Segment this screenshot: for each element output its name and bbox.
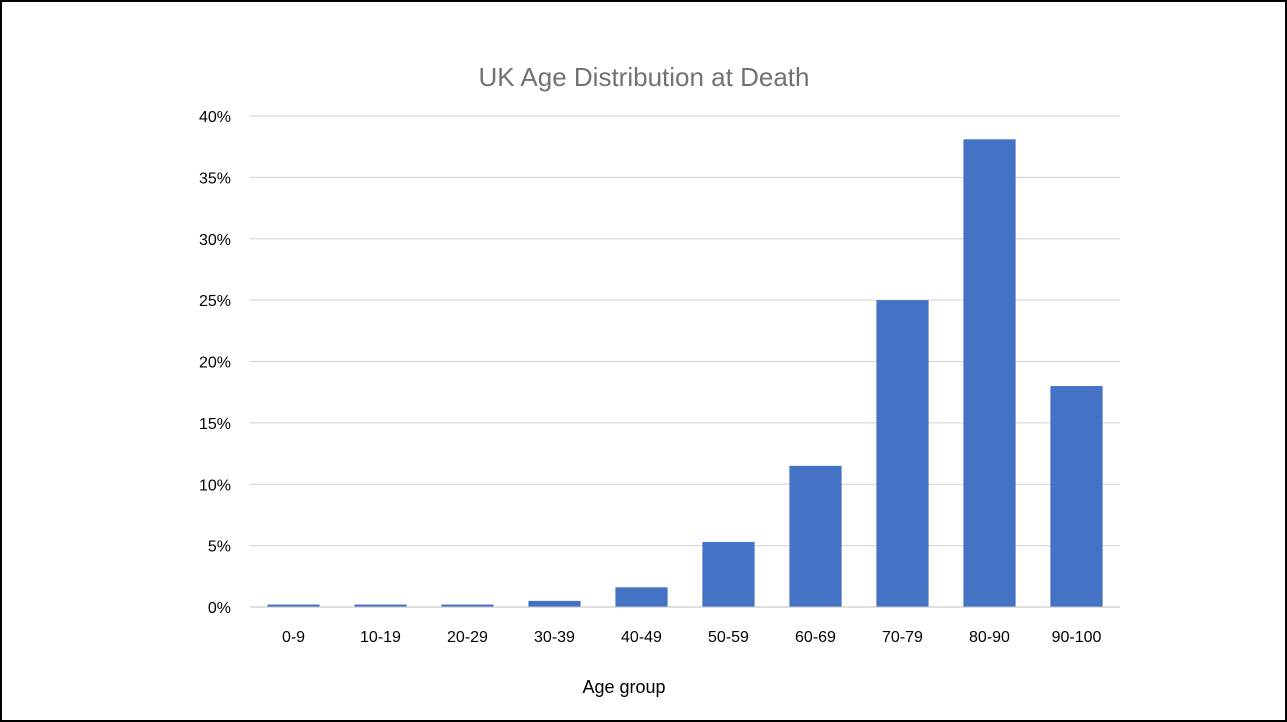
x-tick-label: 10-19 xyxy=(360,629,401,646)
bar-70-79 xyxy=(876,300,929,607)
x-tick-label: 20-29 xyxy=(447,629,488,646)
x-tick-label: 40-49 xyxy=(621,629,662,646)
y-tick-label: 25% xyxy=(199,293,231,310)
y-tick-label: 30% xyxy=(199,232,231,249)
x-axis-ticks: 0-9 10-19 20-29 30-39 40-49 50-59 60-69 70-79 80… xyxy=(282,629,1102,646)
x-axis-label: Age group xyxy=(582,677,665,697)
y-tick-label: 20% xyxy=(199,355,231,372)
bar-60-69 xyxy=(789,465,842,607)
bar-20-29 xyxy=(441,604,494,607)
bar-50-59 xyxy=(702,541,755,607)
y-tick-label: 10% xyxy=(199,477,231,494)
y-tick-label: 0% xyxy=(208,600,231,617)
y-tick-label: 5% xyxy=(208,539,231,556)
bars xyxy=(267,139,1103,607)
x-tick-label: 90-100 xyxy=(1052,629,1102,646)
x-tick-label: 80-90 xyxy=(969,629,1010,646)
x-tick-label: 60-69 xyxy=(795,629,836,646)
bar-10-19 xyxy=(354,604,407,607)
chart-title: UK Age Distribution at Death xyxy=(479,62,810,92)
y-tick-label: 35% xyxy=(199,170,231,187)
bar-30-39 xyxy=(528,600,581,607)
x-tick-label: 50-59 xyxy=(708,629,749,646)
bar-0-9 xyxy=(267,604,320,607)
bar-40-49 xyxy=(615,587,668,607)
y-axis-ticks: 0% 5% 10% 15% 20% 25% 30% 35% 40% xyxy=(199,109,231,617)
bar-90-100 xyxy=(1050,386,1103,607)
x-tick-label: 70-79 xyxy=(882,629,923,646)
bar-80-90 xyxy=(963,139,1016,607)
x-tick-label: 0-9 xyxy=(282,629,305,646)
x-tick-label: 30-39 xyxy=(534,629,575,646)
y-tick-label: 40% xyxy=(199,109,231,126)
y-tick-label: 15% xyxy=(199,416,231,433)
